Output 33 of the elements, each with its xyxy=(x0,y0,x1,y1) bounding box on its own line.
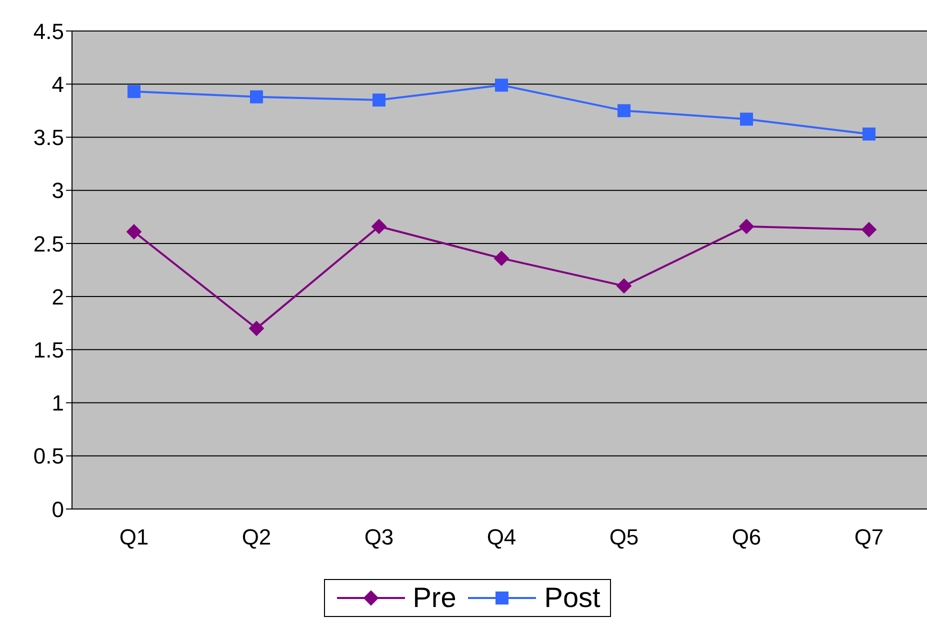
y-tick-label: 2 xyxy=(52,284,64,310)
point xyxy=(128,85,140,98)
point xyxy=(126,224,142,240)
point xyxy=(495,78,508,92)
y-tick-label: 1 xyxy=(52,390,64,416)
y-tick-label: 3.5 xyxy=(33,125,64,150)
point xyxy=(862,222,876,238)
x-tick-label: Q3 xyxy=(364,524,394,550)
point xyxy=(740,112,753,126)
x-tick-label: Q4 xyxy=(486,524,516,550)
y-tick-label: 0.5 xyxy=(33,444,64,469)
y-tick-label: 4 xyxy=(52,72,64,97)
x-tick-label: Q7 xyxy=(854,524,884,550)
x-tick-label: Q2 xyxy=(242,524,272,550)
point xyxy=(739,218,754,234)
legend-label: Pre xyxy=(412,582,456,614)
x-tick-label: Q5 xyxy=(609,524,639,550)
x-tick-label: Q6 xyxy=(732,524,762,550)
y-tick-label: 4.5 xyxy=(33,18,64,44)
point xyxy=(616,278,632,294)
point xyxy=(494,250,509,266)
y-tick-label: 2.5 xyxy=(33,231,64,256)
point xyxy=(372,218,386,234)
point xyxy=(618,104,630,118)
point xyxy=(862,128,876,141)
point xyxy=(372,94,386,107)
x-tick-label: Q1 xyxy=(119,524,149,550)
legend-label: Post xyxy=(544,582,600,614)
y-tick-label: 3 xyxy=(52,178,64,204)
y-tick-label: 0 xyxy=(52,496,64,522)
point xyxy=(250,90,263,104)
y-tick-label: 1.5 xyxy=(33,337,64,362)
point xyxy=(249,320,264,336)
